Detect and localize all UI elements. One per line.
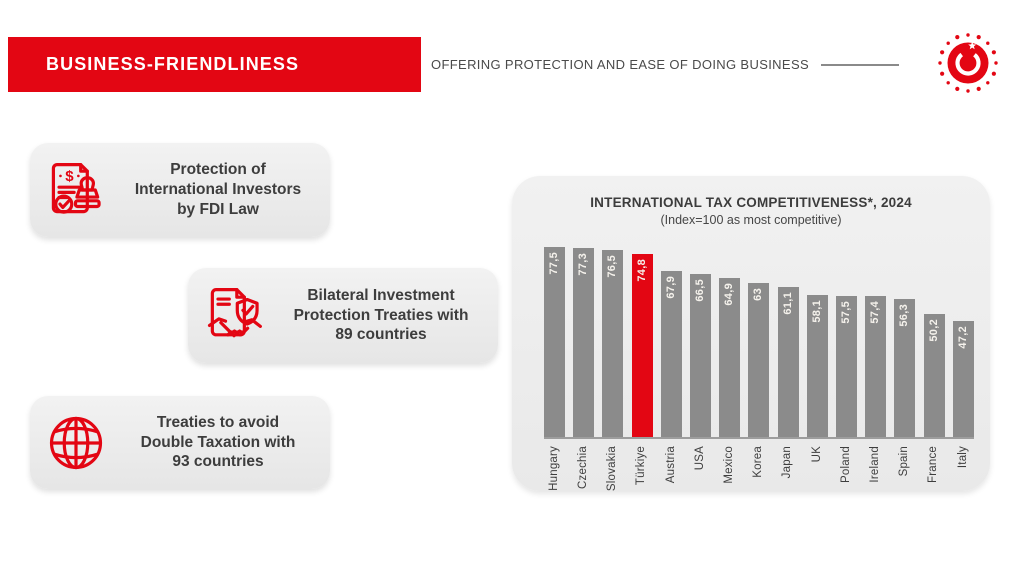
- bar-category-label: Czechia: [576, 446, 589, 489]
- bar-category-label: UK: [810, 446, 823, 463]
- bar-value-label: 77,3: [577, 253, 590, 276]
- bar: 63: [748, 283, 770, 437]
- bar-label-cell: Ireland: [865, 441, 886, 491]
- chart-title: INTERNATIONAL TAX COMPETITIVENESS*, 2024: [590, 195, 912, 210]
- bar-label-cell: Türkiye: [632, 441, 653, 491]
- category-labels-row: Hungary Czechia Slovakia Türkiye Austria USA M…: [544, 441, 974, 491]
- bar-label-cell: Hungary: [544, 441, 565, 491]
- bar-value-label: 77,5: [548, 252, 560, 275]
- bar-label-cell: Czechia: [573, 441, 594, 491]
- info-card-double-taxation: Treaties to avoid Double Taxation with 9…: [30, 396, 330, 489]
- bar: 57,4: [865, 296, 887, 437]
- bar-category-label: France: [927, 446, 940, 483]
- svg-text:$: $: [65, 168, 74, 185]
- bar-label-cell: UK: [807, 441, 828, 491]
- bar: 77,5: [544, 247, 565, 437]
- globe-icon: [49, 416, 103, 469]
- bar-category-label: USA: [693, 446, 706, 471]
- bar-value-label: 66,5: [694, 279, 707, 302]
- bar-value-label: 74,8: [635, 259, 648, 282]
- bar-label-cell: Poland: [836, 441, 857, 491]
- card-text-bilateral-treaties: Bilateral Investment Protection Treaties…: [293, 286, 469, 344]
- bar-value-label: 57,4: [869, 301, 882, 324]
- bar-label-cell: France: [924, 441, 945, 491]
- bar-label-cell: Korea: [748, 441, 769, 491]
- bar: 64,9: [719, 278, 741, 437]
- bars-row: 77,5 77,3 76,5 74,8 67,9 66,5 64,9 63 61,1 58,1 57…: [544, 247, 974, 439]
- bar-category-label: Spain: [898, 446, 911, 477]
- bar: 58,1: [806, 295, 828, 437]
- page-title: BUSINESS-FRIENDLINESS: [46, 54, 300, 74]
- chart-subtitle: (Index=100 as most competitive): [660, 213, 842, 227]
- card-text-double-taxation: Treaties to avoid Double Taxation with 9…: [140, 413, 296, 471]
- bar-category-label: Korea: [752, 446, 765, 478]
- bar: 77,3: [573, 248, 595, 437]
- bar-label-cell: Mexico: [719, 441, 740, 491]
- bar-category-label: Mexico: [722, 446, 735, 484]
- header-divider-line: [820, 63, 899, 66]
- header-subtitle-row: OFFERING PROTECTION AND EASE OF DOING BU…: [431, 37, 899, 92]
- bar-label-cell: Slovakia: [602, 441, 623, 491]
- bar: 66,5: [690, 274, 712, 437]
- card-text-fdi-law: Protection of International Investors by…: [134, 161, 302, 218]
- bar-label-cell: Austria: [661, 441, 682, 491]
- treaty-shield-handshake-icon: [207, 287, 262, 337]
- bar-highlight: 74,8: [631, 254, 653, 437]
- bar-category-label: Hungary: [547, 446, 560, 491]
- bar-category-label: Türkiye: [635, 446, 648, 486]
- bar: 57,5: [836, 296, 858, 437]
- logo-disc: [947, 42, 989, 84]
- bar: 47,2: [952, 321, 974, 437]
- bar-category-label: Austria: [664, 446, 677, 484]
- document-dollar-stamp-icon: $: [51, 162, 101, 214]
- bar-value-label: 50,2: [927, 319, 940, 342]
- bar-label-cell: Spain: [894, 441, 915, 491]
- bar-label-cell: Italy: [953, 441, 974, 491]
- bar-value-label: 58,1: [810, 300, 823, 323]
- bar-category-label: Slovakia: [606, 446, 619, 492]
- info-card-bilateral-treaties: Bilateral Investment Protection Treaties…: [188, 268, 498, 363]
- chart-header: INTERNATIONAL TAX COMPETITIVENESS*, 2024…: [512, 176, 990, 227]
- tax-competitiveness-chart-panel: INTERNATIONAL TAX COMPETITIVENESS*, 2024…: [512, 176, 990, 491]
- star-icon: [968, 41, 977, 50]
- bar: 56,3: [894, 299, 916, 437]
- bar-category-label: Italy: [956, 446, 969, 469]
- bar-value-label: 57,5: [840, 301, 853, 324]
- bar-value-label: 61,1: [781, 292, 794, 315]
- header-subtitle: OFFERING PROTECTION AND EASE OF DOING BU…: [431, 57, 809, 72]
- bar-label-cell: Japan: [778, 441, 799, 491]
- bar-value-label: 56,3: [898, 304, 911, 327]
- bar-category-label: Ireland: [868, 446, 881, 483]
- invest-in-turkiye-logo-icon: [938, 33, 998, 93]
- bar: 50,2: [923, 314, 945, 437]
- bar-category-label: Japan: [781, 446, 794, 479]
- bar: 76,5: [602, 250, 624, 437]
- bar-category-label: Poland: [839, 446, 852, 484]
- bar-value-label: 63: [752, 288, 765, 301]
- bar-label-cell: USA: [690, 441, 711, 491]
- bar: 61,1: [777, 287, 799, 437]
- info-card-fdi-law: $ Protection of International Investors …: [30, 143, 330, 237]
- bar: 67,9: [660, 271, 682, 437]
- bar-value-label: 64,9: [723, 283, 736, 306]
- header-banner: BUSINESS-FRIENDLINESS: [8, 37, 421, 92]
- bar-value-label: 67,9: [664, 276, 677, 299]
- bar-value-label: 47,2: [956, 326, 969, 349]
- bar-value-label: 76,5: [606, 255, 619, 278]
